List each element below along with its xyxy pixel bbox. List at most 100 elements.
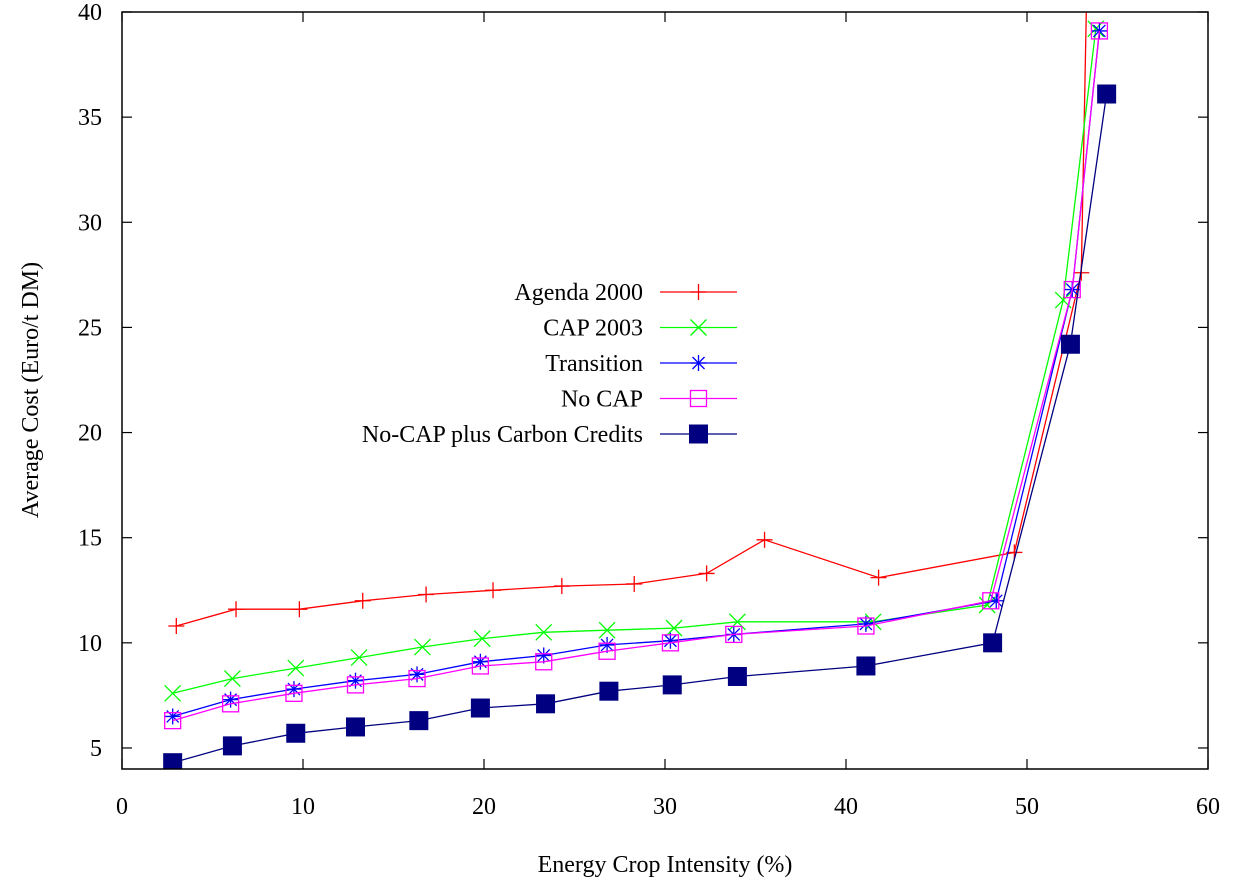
marker-x-b [414,638,431,656]
marker-x-b [287,659,305,677]
y-tick-label: 15 [78,526,102,552]
marker-ast-d2 [859,617,873,631]
data-point [535,653,553,671]
data-point [350,649,368,667]
marker-square-filled [856,656,876,676]
series-1 [168,12,1090,635]
y-tick-label: 25 [78,315,102,341]
marker-square-filled [983,633,1003,653]
data-point [414,638,431,656]
series-line [172,93,1108,764]
data-point [599,681,619,701]
y-axis-title: Average Cost (Euro/t DM) [18,262,44,518]
series-4 [164,22,1109,730]
marker-x-b [164,684,182,702]
plot-area [163,12,1117,769]
data-point [409,666,426,683]
marker-x-b [864,613,882,631]
marker-square-filled [222,736,242,756]
y-tick-label: 5 [90,736,102,762]
marker-x-b [350,649,368,667]
marker-x-b [665,619,683,637]
data-point [626,575,643,592]
marker-square-filled [470,698,490,718]
legend-marker [690,284,707,300]
data-point [698,565,715,582]
marker-square-open [408,669,426,688]
data-point [471,657,490,675]
marker-square-open [471,657,490,675]
series-line [172,30,1101,722]
marker-square-filled [536,694,556,714]
series-line [172,28,1097,694]
data-point [536,694,556,714]
x-tick-label: 50 [1015,794,1039,820]
marker-square-filled [662,675,682,695]
marker-ast-d2 [692,356,705,370]
marker-square-open [221,695,240,713]
legend-marker [689,389,708,408]
marker-square-filled [727,666,747,686]
marker-square-filled [689,424,708,444]
data-point [983,633,1003,653]
marker-square-open [346,676,365,694]
marker-x-b [690,319,707,336]
legend-entry: CAP 2003 [543,316,737,342]
data-point [535,647,552,664]
data-point [168,618,185,635]
data-point [535,623,553,641]
marker-square-open [1090,22,1109,40]
data-point [346,676,365,694]
data-point [354,592,371,609]
data-point [598,642,616,660]
marker-x-b [535,623,553,641]
legend-label: Transition [545,351,643,377]
marker-x-b [728,613,746,631]
marker-ast-d2 [663,634,677,648]
plot-clip-group [163,12,1117,769]
series-line [176,12,1087,627]
legend: Agenda 2000 CAP 2003 Transition No CAP No-CA… [362,280,737,448]
data-point [1090,22,1109,40]
data-point [164,708,181,725]
data-point [409,711,429,731]
marker-square-open [164,711,182,730]
y-tick-label: 40 [78,0,102,26]
data-point [662,632,679,649]
legend-label: Agenda 2000 [514,280,643,306]
data-point [553,578,570,595]
data-point [163,753,183,769]
data-point [221,695,240,713]
marker-square-open [725,625,743,644]
data-point [286,723,306,743]
x-tick-label: 40 [834,794,858,820]
data-point [485,582,502,599]
legend-entry: No CAP [561,387,737,413]
data-point [728,613,746,631]
marker-x-b [223,670,241,688]
marker-square-filled [163,753,183,769]
data-point [1060,334,1080,354]
legend-marker [690,355,707,371]
marker-square-open [982,592,1000,610]
legend-marker [689,424,708,444]
marker-ast-d2 [600,638,614,652]
y-tick-label: 30 [78,210,102,236]
legend-entry: Agenda 2000 [514,280,737,306]
axes: 0 10 20 30 40 50 60 5 10 15 20 25 30 35 40 [78,0,1220,820]
x-tick-label: 60 [1196,794,1220,820]
legend-entry: No-CAP plus Carbon Credits [362,422,737,448]
marker-x-b [473,630,491,648]
data-point [1097,84,1117,104]
data-point [982,592,1000,610]
data-point [978,596,996,614]
data-point [470,698,490,718]
data-point [598,621,616,639]
legend-entry: Transition [545,351,737,377]
marker-ast-d2 [537,648,551,662]
y-tick-label: 20 [78,421,102,447]
marker-ast-d2 [989,594,1003,608]
marker-square-filled [599,681,619,701]
data-point [287,659,305,677]
